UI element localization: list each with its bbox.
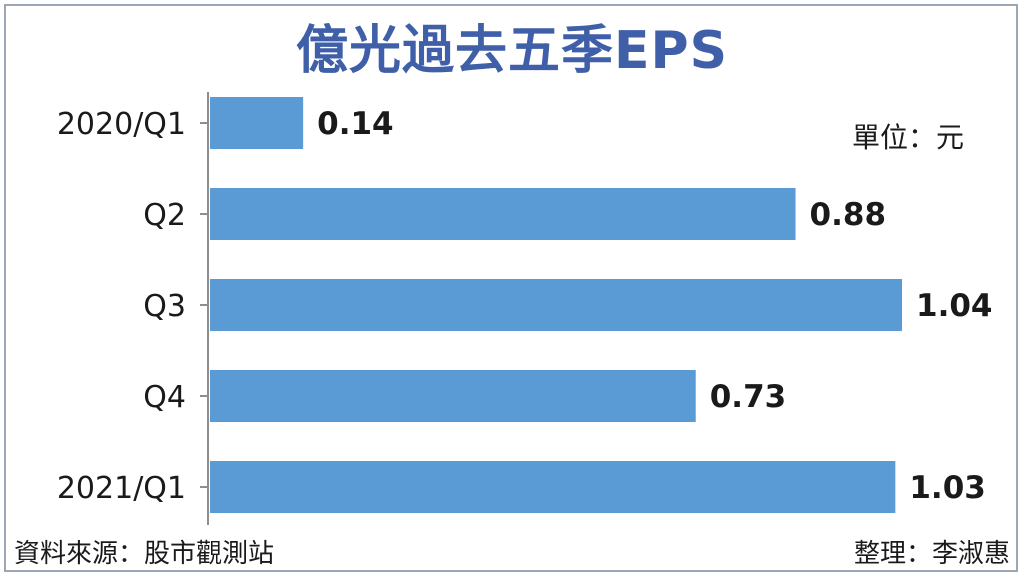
category-label: 2021/Q1 <box>57 471 186 506</box>
unit-label: 單位：元 <box>851 121 964 154</box>
value-label: 1.03 <box>909 470 986 506</box>
category-label: Q4 <box>143 380 186 415</box>
value-label: 1.04 <box>916 288 993 324</box>
value-label: 0.73 <box>710 379 787 415</box>
category-label: 2020/Q1 <box>57 107 186 142</box>
bar <box>210 97 304 149</box>
source-note: 資料來源：股市觀測站 <box>14 539 275 569</box>
chart-frame <box>4 4 1018 572</box>
bar <box>210 188 796 240</box>
category-label: Q3 <box>143 289 186 324</box>
value-label: 0.88 <box>810 197 887 233</box>
bar <box>210 461 896 513</box>
bars-layer: 2020/Q1 0.14 Q2 0.88 Q3 1.04 Q4 0.73 2021/Q1 1.03 <box>57 92 993 525</box>
bar <box>210 370 696 422</box>
chart-title: 億光過去五季EPS <box>295 21 729 81</box>
category-label: Q2 <box>143 198 186 233</box>
editor-note: 整理：李淑惠 <box>853 539 1010 569</box>
value-label: 0.14 <box>317 106 394 142</box>
bar <box>210 279 902 331</box>
